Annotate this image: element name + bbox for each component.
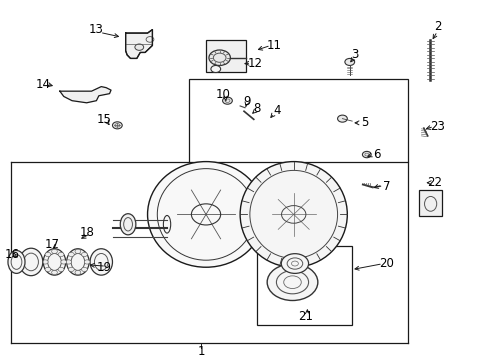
Text: 16: 16 — [4, 248, 20, 261]
Circle shape — [58, 252, 64, 257]
Circle shape — [75, 270, 81, 275]
Circle shape — [84, 260, 90, 264]
Text: 10: 10 — [216, 88, 230, 101]
Circle shape — [58, 267, 64, 271]
Text: 19: 19 — [96, 261, 111, 274]
Text: 7: 7 — [383, 180, 390, 193]
Text: 21: 21 — [298, 310, 314, 323]
Ellipse shape — [67, 249, 89, 275]
Text: 2: 2 — [434, 19, 441, 32]
Ellipse shape — [120, 214, 136, 235]
Text: 3: 3 — [351, 48, 358, 61]
Circle shape — [267, 264, 318, 301]
Ellipse shape — [147, 162, 265, 267]
Text: 20: 20 — [379, 257, 394, 270]
Circle shape — [209, 50, 230, 66]
Circle shape — [81, 252, 87, 257]
Text: 11: 11 — [267, 39, 282, 52]
Circle shape — [69, 252, 74, 257]
Circle shape — [338, 115, 347, 122]
Polygon shape — [60, 87, 111, 103]
Circle shape — [61, 260, 67, 264]
Bar — [206, 40, 246, 72]
Ellipse shape — [20, 248, 43, 276]
Circle shape — [345, 58, 355, 66]
Text: 17: 17 — [45, 238, 60, 251]
Circle shape — [45, 252, 51, 257]
Circle shape — [135, 44, 144, 50]
Text: 18: 18 — [79, 225, 94, 239]
Text: 1: 1 — [197, 345, 205, 358]
Circle shape — [363, 152, 371, 158]
Text: 9: 9 — [244, 95, 251, 108]
Circle shape — [42, 260, 48, 264]
Text: 13: 13 — [89, 23, 104, 36]
Text: 12: 12 — [247, 57, 262, 69]
Text: 14: 14 — [35, 78, 50, 91]
Ellipse shape — [8, 251, 25, 273]
Circle shape — [75, 249, 81, 253]
Text: 5: 5 — [361, 116, 368, 129]
Ellipse shape — [240, 162, 347, 267]
Circle shape — [51, 270, 57, 275]
Bar — [419, 190, 442, 216]
Ellipse shape — [43, 249, 66, 275]
Ellipse shape — [90, 249, 113, 275]
Bar — [257, 246, 352, 325]
Circle shape — [66, 260, 72, 264]
Bar — [189, 79, 408, 162]
Circle shape — [45, 267, 51, 271]
Polygon shape — [125, 30, 152, 58]
Text: 4: 4 — [273, 104, 280, 117]
Text: 8: 8 — [253, 102, 261, 115]
Circle shape — [113, 122, 122, 129]
Circle shape — [281, 254, 309, 273]
Text: 6: 6 — [373, 148, 380, 161]
Circle shape — [222, 97, 232, 104]
Text: 22: 22 — [427, 176, 442, 189]
Text: 23: 23 — [430, 120, 445, 133]
Circle shape — [211, 66, 220, 72]
Circle shape — [69, 267, 74, 271]
Circle shape — [81, 267, 87, 271]
Circle shape — [51, 249, 57, 253]
Text: 15: 15 — [96, 113, 111, 126]
